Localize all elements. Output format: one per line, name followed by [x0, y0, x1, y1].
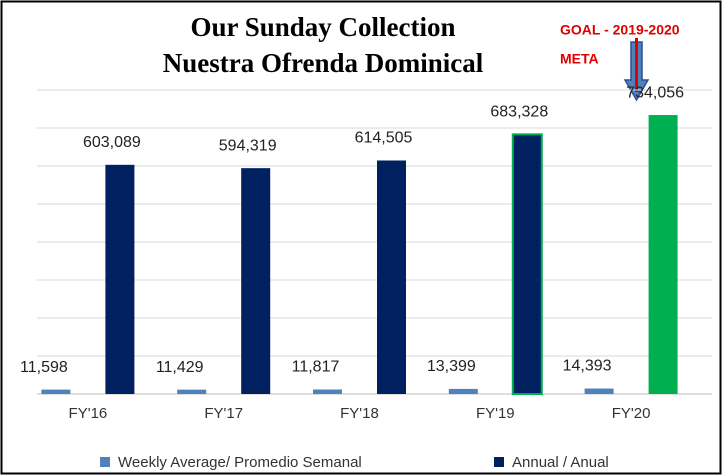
- bar: [177, 389, 207, 394]
- bar: [448, 388, 478, 394]
- bar: [377, 160, 406, 394]
- data-label: 683,328: [490, 104, 548, 121]
- x-tick-label: FY'20: [612, 405, 651, 422]
- data-label: 734,056: [626, 84, 684, 101]
- x-tick-label: FY'18: [340, 405, 379, 422]
- x-tick-label: FY'17: [204, 405, 243, 422]
- bar: [241, 168, 271, 394]
- x-tick-label: FY'16: [69, 405, 108, 422]
- data-label: 14,393: [563, 358, 612, 375]
- bar: [511, 133, 543, 395]
- bar: [648, 115, 678, 395]
- data-label: 11,429: [156, 359, 204, 376]
- chart-title: Our Sunday Collection: [190, 12, 455, 42]
- legend-swatch: [494, 457, 504, 467]
- x-tick-label: FY'19: [476, 405, 515, 422]
- data-label: 11,598: [20, 359, 68, 376]
- data-label: 603,089: [83, 134, 141, 151]
- data-label: 13,399: [427, 358, 476, 375]
- annotation: GOAL - 2019-2020: [560, 22, 680, 38]
- legend-swatch: [100, 457, 110, 467]
- bar: [41, 389, 71, 394]
- annotation: META: [560, 51, 599, 67]
- legend-label: Weekly Average/ Promedio Semanal: [118, 454, 362, 471]
- data-label: 11,817: [292, 359, 340, 376]
- data-label: 614,505: [355, 130, 413, 147]
- bar: [584, 388, 614, 394]
- bar: [313, 389, 342, 394]
- bar: [105, 164, 135, 394]
- data-label: 594,319: [219, 137, 277, 154]
- legend-label: Annual / Anual: [512, 454, 609, 471]
- chart-subtitle: Nuestra Ofrenda Dominical: [163, 48, 484, 78]
